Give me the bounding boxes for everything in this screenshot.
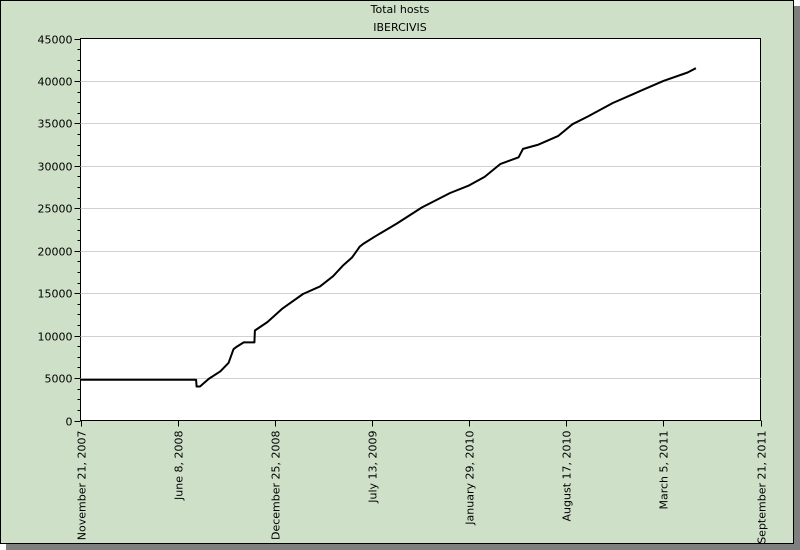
x-tick-label: September 21, 2011 [756,431,769,544]
x-tick-label: March 5, 2011 [658,431,671,510]
x-tick-label: December 25, 2008 [270,431,283,541]
grid-lines [80,81,761,379]
y-tick-label: 30000 [38,161,73,174]
x-tick-label: January 29, 2010 [464,431,477,526]
y-tick-label: 5000 [45,373,73,386]
x-axis: November 21, 2007 June 8, 2008 December 25… [76,420,769,544]
x-tick-label: August 17, 2010 [561,431,574,522]
x-tick-label: June 8, 2008 [173,430,186,500]
y-tick-label: 10000 [38,331,73,344]
y-tick-label: 25000 [38,203,73,216]
y-tick-label: 40000 [38,76,73,89]
y-tick-label: 35000 [38,118,73,131]
y-tick-label: 45000 [38,34,73,47]
y-axis: 0 5000 10000 15000 20000 25000 30000 35000 40000… [38,34,81,429]
frame-shadow-right [794,6,800,550]
plot-area [80,38,761,421]
frame-shadow-bottom [6,544,800,550]
x-tick-label: November 21, 2007 [76,431,89,541]
chart-title: Total hosts [370,3,430,16]
y-tick-label: 20000 [38,246,73,259]
chart-subtitle: IBERCIVIS [373,21,427,34]
y-tick-label: 15000 [38,288,73,301]
x-tick-label: July 13, 2009 [367,431,380,504]
series-line [80,67,697,388]
y-tick-label: 0 [66,416,73,429]
